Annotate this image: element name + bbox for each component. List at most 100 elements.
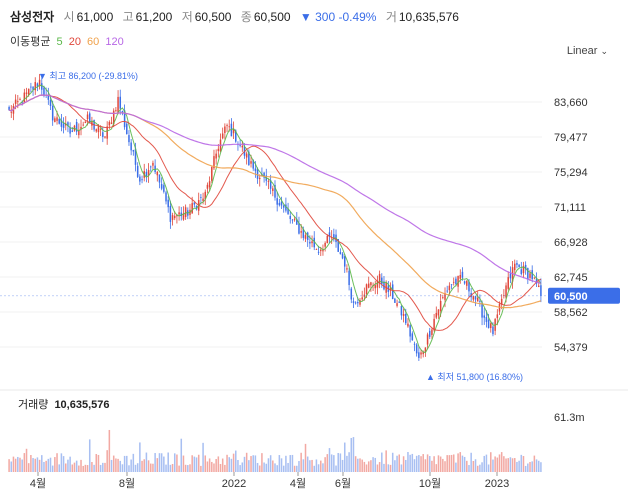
- volume-bar: [117, 458, 119, 472]
- candle-body: [302, 229, 305, 238]
- chart-grid: [0, 101, 628, 391]
- candle-body: [285, 204, 287, 211]
- volume-bar: [343, 442, 346, 472]
- volume-bar: [313, 465, 315, 472]
- volume-bar: [154, 453, 156, 472]
- volume-bar: [12, 456, 15, 472]
- volume-bar: [474, 459, 477, 472]
- candle-body: [123, 110, 126, 128]
- candle-body: [191, 203, 193, 214]
- volume-bar: [520, 454, 523, 472]
- volume-bar: [446, 455, 448, 472]
- volume-bar: [522, 456, 525, 472]
- volume-bar: [496, 457, 499, 472]
- volume-bar: [367, 461, 370, 472]
- volume-bar: [378, 462, 381, 472]
- candle-body: [84, 121, 87, 123]
- volume-bar: [372, 457, 374, 472]
- volume-bar: [433, 456, 435, 472]
- high-label: 고: [122, 10, 134, 24]
- current-price-tag: 60,500: [0, 287, 620, 304]
- volume-bar: [136, 463, 139, 472]
- volume-bar: [479, 464, 481, 472]
- candle-body: [171, 215, 174, 220]
- candle-body: [433, 318, 435, 331]
- volume-bar: [200, 465, 202, 472]
- volume-bar: [191, 455, 193, 472]
- candle-body: [88, 113, 91, 123]
- candle-body: [300, 231, 302, 233]
- candle-body: [150, 166, 152, 168]
- candle-body: [43, 87, 45, 96]
- candle-body: [287, 208, 289, 215]
- candle-body: [376, 280, 379, 288]
- volume-pane-value: 10,635,576: [54, 399, 110, 411]
- moving-average-legend: 이동평균 5 20 60 120: [10, 33, 127, 49]
- candle-body: [426, 334, 429, 345]
- volume-bar: [398, 454, 400, 472]
- volume-bar: [311, 459, 313, 472]
- candle-body: [8, 106, 10, 110]
- candle-body: [428, 330, 431, 337]
- volume-bar: [306, 456, 309, 472]
- candle-body: [357, 301, 359, 304]
- candle-body: [51, 105, 54, 121]
- candle-body: [167, 199, 169, 208]
- candle-body: [474, 296, 477, 300]
- candle-body: [19, 99, 21, 101]
- candle-body: [14, 99, 17, 104]
- volume-bar: [235, 450, 237, 472]
- volume-bar: [387, 464, 390, 472]
- volume-bar: [73, 462, 76, 472]
- volume-bar: [463, 456, 466, 472]
- candle-body: [49, 100, 52, 107]
- candle-body: [269, 180, 272, 189]
- scale-toggle[interactable]: Linear ⌄: [567, 45, 608, 57]
- volume-bar: [176, 454, 178, 472]
- volume-bar: [424, 459, 427, 472]
- volume-bar: [490, 452, 492, 472]
- candle-body: [533, 277, 536, 279]
- change-value: ▼ 300 -0.49%: [299, 10, 377, 24]
- candle-body: [485, 317, 488, 322]
- candle-body: [496, 314, 499, 319]
- candle-body: [537, 285, 540, 288]
- quote-header: 삼성전자 시 61,000 고 61,200 저 60,500 종 60,500 ▼ 3…: [10, 8, 465, 25]
- candle-body: [47, 95, 50, 100]
- volume-bar: [215, 459, 217, 472]
- volume-bar: [289, 455, 292, 472]
- candle-body: [80, 126, 82, 130]
- ma-legend-120[interactable]: 120: [105, 36, 124, 48]
- volume-bar: [228, 457, 230, 472]
- candle-body: [461, 271, 464, 278]
- candle-body: [518, 264, 520, 268]
- y-tick-label: 75,294: [554, 167, 588, 179]
- ma-legend-60[interactable]: 60: [87, 36, 100, 48]
- volume-bar: [67, 459, 69, 472]
- volume-bar: [56, 453, 58, 472]
- volume-bar: [513, 458, 516, 472]
- candle-body: [117, 96, 119, 114]
- candle-body: [522, 265, 525, 274]
- candle-body: [507, 277, 509, 289]
- volume-bar: [531, 461, 533, 472]
- volume-bar: [280, 458, 283, 472]
- candle-body: [304, 235, 307, 239]
- candle-body: [439, 300, 442, 311]
- candle-body: [239, 145, 241, 146]
- candle-body: [17, 101, 19, 103]
- candle-body: [173, 215, 176, 219]
- candle-body: [152, 162, 154, 166]
- volume-bar: [348, 452, 350, 472]
- ma-legend-20[interactable]: 20: [68, 36, 81, 48]
- x-axis-labels: 4월 8월 2022 4월 6월 10월 2023: [30, 472, 509, 490]
- volume-bar: [374, 457, 377, 472]
- candle-body: [322, 250, 324, 252]
- candle-body: [30, 86, 32, 88]
- candle-body: [147, 169, 150, 176]
- volume-bar: [267, 458, 270, 472]
- volume-bar: [498, 454, 501, 472]
- ma-legend-5[interactable]: 5: [56, 36, 63, 48]
- volume-bar: [511, 458, 514, 472]
